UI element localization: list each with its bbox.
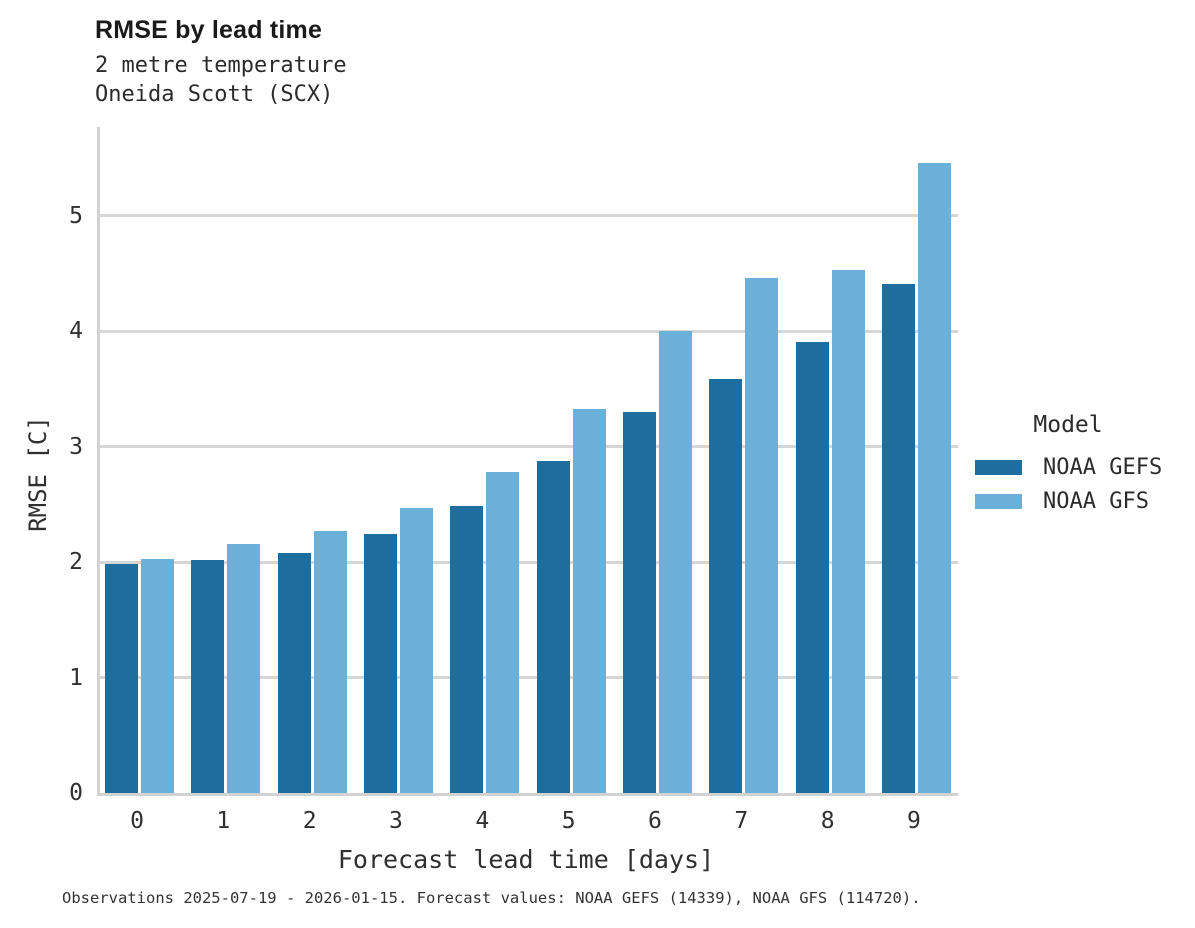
gridline-y-4 [100, 329, 958, 333]
legend-entry-noaa-gfs: NOAA GFS [968, 484, 1188, 518]
bar-noaa-gfs-day-5 [572, 408, 606, 793]
x-tick-label-0: 0 [130, 808, 144, 834]
y-tick-label-3: 3 [69, 433, 83, 460]
legend-swatch-noaa-gfs [975, 493, 1022, 509]
legend-entry-noaa-gefs: NOAA GEFS [968, 450, 1188, 484]
gridline-y-5 [100, 214, 958, 218]
legend-swatch-noaa-gefs [975, 459, 1022, 475]
x-tick-label-7: 7 [734, 808, 749, 834]
x-tick-label-3: 3 [389, 808, 403, 834]
bar-noaa-gfs-day-2 [313, 531, 347, 793]
bar-noaa-gfs-day-7 [745, 278, 779, 793]
gridline-y-3 [100, 445, 958, 449]
bar-noaa-gfs-day-6 [658, 331, 692, 793]
plot-area [97, 127, 958, 796]
bar-noaa-gfs-day-4 [486, 472, 520, 793]
legend-label-noaa-gfs: NOAA GFS [1043, 488, 1149, 514]
x-axis-label: Forecast lead time [days] [337, 845, 715, 874]
x-tick-label-1: 1 [216, 808, 231, 834]
bar-noaa-gefs-day-2 [277, 552, 311, 793]
bar-noaa-gefs-day-9 [881, 283, 915, 793]
bar-noaa-gefs-day-5 [536, 460, 570, 793]
bar-noaa-gefs-day-3 [363, 534, 397, 793]
y-tick-label-1: 1 [69, 664, 83, 691]
legend-title: Model [1033, 412, 1103, 438]
y-tick-label-0: 0 [69, 780, 83, 806]
legend-label-noaa-gefs: NOAA GEFS [1043, 454, 1163, 480]
bar-noaa-gefs-day-4 [450, 505, 484, 793]
y-tick-label-4: 4 [69, 318, 83, 345]
chart-title: RMSE by lead time [95, 16, 323, 44]
chart-subtitle-line1: 2 metre temperature [95, 53, 347, 78]
legend: Model NOAA GEFS NOAA GFS [968, 412, 1188, 518]
chart-subtitle-line2: Oneida Scott (SCX) [95, 82, 334, 107]
caption: Observations 2025-07-19 - 2026-01-15. Fo… [62, 889, 921, 907]
bar-noaa-gfs-day-1 [227, 543, 261, 793]
x-tick-label-5: 5 [561, 808, 576, 834]
bar-noaa-gefs-day-1 [191, 559, 225, 793]
bar-noaa-gfs-day-3 [399, 507, 433, 793]
x-tick-label-2: 2 [302, 808, 317, 834]
chart-subtitle: 2 metre temperature Oneida Scott (SCX) [95, 51, 347, 109]
y-tick-label-5: 5 [69, 202, 83, 229]
bar-noaa-gfs-day-9 [917, 162, 951, 793]
gridline-y-2 [100, 560, 958, 564]
x-tick-label-4: 4 [475, 808, 490, 834]
bar-noaa-gefs-day-7 [709, 378, 743, 793]
bar-noaa-gfs-day-8 [831, 270, 865, 793]
bar-noaa-gefs-day-0 [105, 564, 138, 793]
gridline-y-1 [100, 676, 958, 680]
bar-noaa-gefs-day-8 [795, 341, 829, 793]
x-tick-label-9: 9 [907, 808, 921, 834]
x-tick-label-6: 6 [648, 808, 662, 834]
x-tick-label-8: 8 [820, 808, 835, 834]
y-axis-label: RMSE [C] [24, 416, 52, 532]
bar-noaa-gfs-day-0 [141, 558, 174, 793]
y-tick-label-2: 2 [69, 549, 83, 576]
bar-noaa-gefs-day-6 [622, 412, 656, 793]
